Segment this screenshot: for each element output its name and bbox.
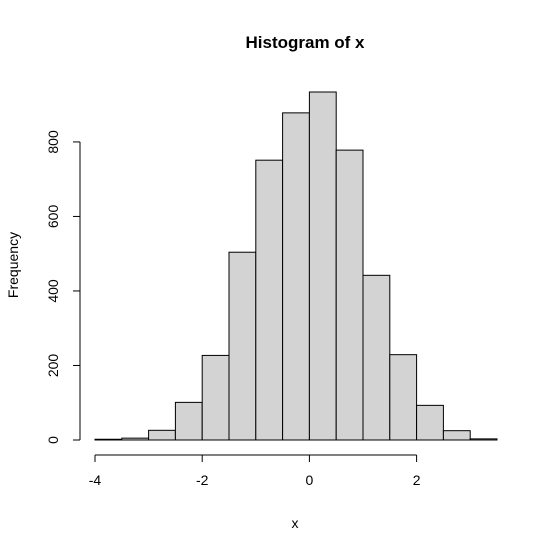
- y-tick-label: 400: [45, 279, 61, 303]
- histogram-bar: [469, 438, 498, 441]
- x-tick-label: -2: [196, 472, 209, 488]
- histogram-bar: [121, 437, 150, 441]
- histogram-bar: [201, 354, 230, 441]
- x-axis-label: x: [292, 515, 299, 531]
- histogram-bar: [389, 354, 418, 441]
- histogram-bar: [442, 430, 471, 441]
- histogram-bar: [282, 112, 310, 441]
- y-tick-label: 200: [45, 354, 61, 378]
- y-tick-label: 0: [45, 436, 61, 444]
- histogram-bar: [148, 429, 176, 441]
- x-tick-label: 0: [306, 472, 314, 488]
- histogram-bar: [335, 149, 364, 441]
- histogram-bar: [255, 159, 284, 441]
- bars-group: [94, 91, 498, 441]
- y-axis-label: Frequency: [5, 232, 21, 298]
- x-tick-label: -4: [89, 472, 102, 488]
- histogram-bar: [362, 274, 391, 441]
- x-axis: -4 -2 0 2: [89, 454, 421, 488]
- y-axis: 0 200 400 600 800: [45, 130, 81, 444]
- histogram-bar: [174, 401, 203, 441]
- y-tick-label: 800: [45, 130, 61, 154]
- chart-title: Histogram of x: [245, 33, 365, 52]
- histogram-bar: [416, 404, 444, 441]
- histogram-bar: [308, 91, 337, 441]
- histogram-bar: [228, 251, 257, 441]
- y-tick-label: 600: [45, 205, 61, 229]
- x-tick-label: 2: [413, 472, 421, 488]
- histogram-bar: [94, 438, 123, 441]
